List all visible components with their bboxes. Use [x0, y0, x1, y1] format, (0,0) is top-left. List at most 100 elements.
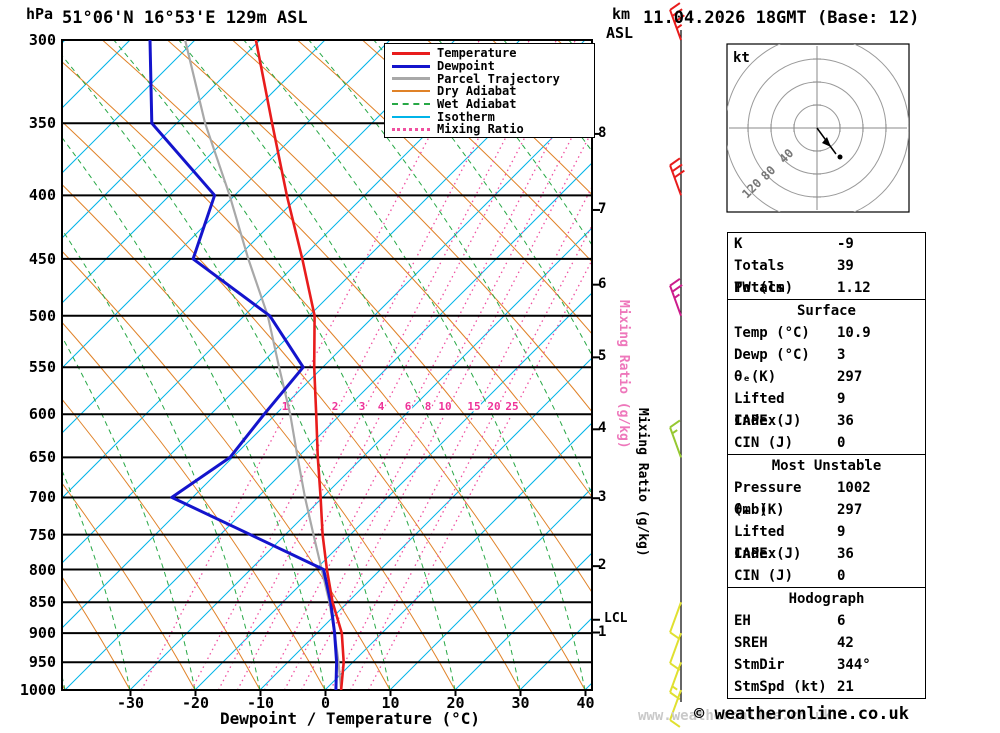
stat-value: 3 [837, 347, 846, 363]
hodograph-arrow [822, 137, 831, 147]
temp-tick-30: 30 [511, 694, 530, 712]
stat-row: Pressure (mb) 1002 [728, 477, 925, 518]
stats-section-header: Hodograph [788, 591, 865, 607]
wind-barb-1000 [669, 689, 682, 728]
temp-tick-0: 0 [320, 694, 331, 712]
pressure-tick-700: 700 [28, 488, 56, 507]
stat-row: PW (cm) 1.12 [728, 277, 925, 299]
legend-item-temperature: Temperature [392, 47, 594, 60]
stat-value: 1002 [837, 480, 871, 496]
km-tick-7: 7 [598, 200, 607, 217]
stat-value: 1.12 [837, 280, 871, 296]
mixing-ratio-value: 6 [405, 400, 412, 413]
stats-table: K -9 Totals Totals 39 PW (cm) 1.12 Surface Temp… [727, 232, 926, 699]
km-tick-6: 6 [598, 275, 607, 292]
mixing-ratio-value-labels: 1 2 3 4 6 8 10 15 20 25 [280, 399, 520, 415]
stat-row: CAPE (J) 36 [728, 410, 925, 432]
stat-row: Lifted Index 9 [728, 521, 925, 562]
temperature-curve [254, 40, 345, 690]
legend-label: Mixing Ratio [437, 122, 524, 137]
stat-label: StmDir [734, 657, 785, 673]
stat-label: CAPE (J) [734, 546, 802, 562]
stat-value: 9 [837, 391, 846, 407]
wind-barbs [669, 2, 685, 728]
legend-swatch [392, 115, 430, 118]
wind-barb-500 [669, 278, 683, 317]
hodograph-unit-label: kt [733, 50, 750, 66]
dewpoint-curve [148, 40, 339, 690]
legend-label: Temperature [437, 46, 517, 61]
wind-barb-300 [669, 2, 685, 41]
mixing-ratio-axis-label-pink: Mixing Ratio (g/kg) [616, 300, 631, 449]
pressure-tick-650: 650 [28, 448, 56, 467]
stat-label: Temp (°C) [734, 325, 810, 341]
stat-label: StmSpd (kt) [734, 679, 827, 695]
stat-row: Totals Totals 39 [728, 255, 925, 296]
mixing-ratio-value: 8 [425, 400, 432, 413]
km-tick-4: 4 [598, 420, 607, 437]
legend-item-wet-adiabat: Wet Adiabat [392, 98, 594, 111]
km-tick-8: 8 [598, 124, 607, 141]
mixing-ratio-value: 1 [282, 400, 289, 413]
stat-label: PW (cm) [734, 280, 794, 296]
stat-row: θₑ(K) 297 [728, 366, 925, 388]
legend-swatch [392, 127, 430, 131]
stat-label: K [734, 236, 743, 252]
valid-time-title: 11.04.2026 18GMT (Base: 12) [643, 8, 920, 28]
temp-tick-40: 40 [576, 694, 595, 712]
legend-item-dry-adiabat: Dry Adiabat [392, 85, 594, 98]
stat-label: Dewp (°C) [734, 347, 810, 363]
legend-label: Isotherm [437, 109, 495, 124]
station-title: 51°06'N 16°53'E 129m ASL [62, 8, 308, 28]
stat-label: Pressure (mb) [734, 480, 802, 518]
stat-value: 344° [837, 657, 871, 673]
stats-section-surface: Surface Temp (°C) 10.9 Dewp (°C) 3 θₑ(K) 297 Li… [728, 299, 925, 454]
stat-value: 39 [837, 258, 854, 274]
wind-barb-400 [669, 157, 685, 196]
pressure-tick-900: 900 [28, 624, 56, 643]
pressure-tick-600: 600 [28, 405, 56, 424]
temp-tick-10: 10 [381, 694, 400, 712]
stat-label: EH [734, 613, 751, 629]
stat-value: 297 [837, 369, 863, 385]
legend-swatch [392, 64, 430, 68]
sounding-curves [148, 40, 345, 690]
temp-tick--10: -10 [246, 694, 275, 712]
hodograph-trace [816, 127, 837, 155]
legend-label: Wet Adiabat [437, 97, 517, 112]
legend-item-dewpoint: Dewpoint [392, 60, 594, 73]
stat-row: θₑ (K) 297 [728, 499, 925, 521]
stat-value: 297 [837, 502, 863, 518]
temp-tick-20: 20 [446, 694, 465, 712]
km-tick-3: 3 [598, 489, 607, 506]
stat-row: CIN (J) 0 [728, 565, 925, 587]
pressure-tick-350: 350 [28, 114, 56, 133]
stat-row: Lifted Index 9 [728, 388, 925, 429]
stat-row: CAPE (J) 36 [728, 543, 925, 565]
mixing-ratio-value: 25 [505, 400, 518, 413]
height-axis-unit: km [612, 5, 631, 23]
mixing-ratio-axis-label-black: Mixing Ratio (g/kg) [635, 408, 650, 557]
km-tick-2: 2 [598, 557, 607, 574]
stats-section-header: Most Unstable [771, 458, 882, 474]
legend-item-mixing-ratio: Mixing Ratio [392, 123, 594, 136]
mixing-ratio-value: 3 [359, 400, 366, 413]
stat-value: 6 [837, 613, 846, 629]
pressure-tick-800: 800 [28, 560, 56, 579]
stat-row: CIN (J) 0 [728, 432, 925, 454]
pressure-tick-300: 300 [28, 31, 56, 49]
stat-label: θₑ(K) [734, 369, 777, 385]
legend-label: Parcel Trajectory [437, 71, 560, 86]
stat-label: CIN (J) [734, 435, 794, 451]
stat-value: 0 [837, 435, 846, 451]
stat-row: Temp (°C) 10.9 [728, 322, 925, 344]
copyright: © weatheronline.co.uk [694, 704, 909, 724]
stat-row: EH 6 [728, 610, 925, 632]
stat-label: CAPE (J) [734, 413, 802, 429]
pressure-tick-950: 950 [28, 653, 56, 672]
stat-value: -9 [837, 236, 854, 252]
mixing-ratio-value: 2 [332, 400, 339, 413]
pressure-tick-850: 850 [28, 593, 56, 612]
